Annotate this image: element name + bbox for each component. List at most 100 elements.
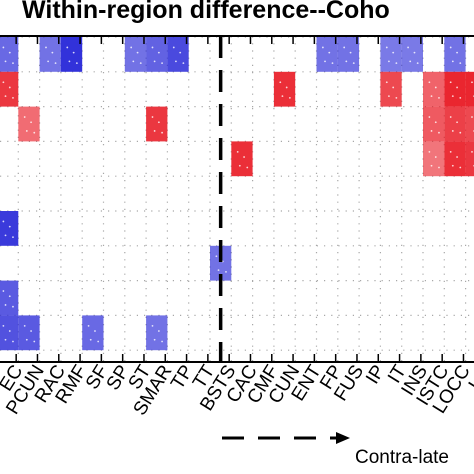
- cell-dot: [449, 150, 452, 153]
- heatmap-cell: [167, 37, 189, 72]
- plot-frame: [0, 35, 474, 363]
- cell-dot: [132, 60, 135, 63]
- cell-dot: [8, 51, 11, 54]
- heatmap-cell: [18, 106, 40, 142]
- chart-title: Within-region difference--Coho: [22, 0, 390, 24]
- cell-dot: [172, 46, 175, 49]
- heatmap-cell: [423, 106, 445, 142]
- cell-dot: [349, 51, 352, 54]
- cell-dot: [161, 131, 163, 134]
- cell-dot: [395, 97, 398, 99]
- cell-dot: [66, 46, 69, 49]
- cell-dot: [157, 51, 160, 54]
- cell-dot: [33, 340, 36, 343]
- cell-dot: [352, 62, 355, 64]
- cell-dot: [12, 97, 14, 99]
- cell-dot: [430, 164, 433, 167]
- cell-dot: [8, 330, 11, 332]
- cell-dot: [45, 46, 47, 49]
- cell-dot: [428, 116, 431, 118]
- cell-dot: [89, 338, 92, 341]
- cell-dot: [151, 116, 154, 118]
- cell-dot: [153, 130, 156, 132]
- cell-dot: [25, 338, 28, 341]
- cell-dot: [151, 46, 154, 49]
- cell-dot: [321, 46, 324, 49]
- cell-dot: [279, 81, 282, 84]
- cell-dot: [2, 290, 5, 292]
- cell-dot: [246, 166, 249, 169]
- cell-dot: [153, 60, 156, 63]
- heatmap-cell: [316, 37, 338, 72]
- cell-dot: [471, 81, 473, 84]
- cell-dot: [449, 81, 452, 84]
- x-tick-label: LO: [465, 362, 474, 395]
- cell-dot: [4, 95, 7, 98]
- heatmap-cell: [380, 71, 402, 107]
- heatmap-cell: [337, 37, 360, 72]
- cell-dot: [157, 121, 160, 124]
- cell-dot: [288, 97, 291, 99]
- cell-dot: [12, 340, 14, 343]
- cell-dot: [438, 131, 440, 134]
- cell-dot: [136, 51, 139, 54]
- heatmap-cell: [444, 141, 466, 177]
- cell-dot: [324, 60, 326, 63]
- cell-dot: [12, 305, 14, 308]
- cell-dot: [12, 62, 14, 64]
- cell-dot: [438, 166, 440, 169]
- cell-dot: [25, 130, 28, 132]
- cell-dot: [459, 62, 462, 64]
- heatmap-cell: [146, 315, 168, 351]
- cell-dot: [8, 86, 11, 89]
- cell-dot: [285, 86, 288, 89]
- heatmap-cell: [465, 106, 474, 142]
- cell-dot: [2, 81, 5, 84]
- cell-dot: [456, 86, 458, 89]
- heatmap-cell: [124, 37, 147, 72]
- cell-dot: [215, 255, 218, 258]
- grid-dots: [0, 36, 474, 362]
- heatmap-cell: [423, 141, 445, 177]
- heatmap-cell: [146, 106, 168, 142]
- cell-dot: [343, 46, 346, 49]
- cell-dot: [30, 121, 32, 124]
- cell-dot: [153, 338, 156, 341]
- arrow-head: [336, 432, 350, 444]
- cell-dot: [451, 130, 454, 132]
- cell-dot: [449, 116, 452, 118]
- contralateral-arrow: [222, 432, 350, 444]
- heatmap-cell: [465, 141, 474, 177]
- cell-dot: [97, 340, 100, 343]
- heatmap-cells: [0, 37, 474, 351]
- cell-dot: [331, 62, 334, 64]
- cell-dot: [416, 62, 419, 64]
- cell-dot: [459, 131, 462, 134]
- cell-dot: [236, 150, 239, 153]
- cell-dot: [4, 234, 7, 237]
- cell-dot: [434, 156, 437, 158]
- cell-dot: [4, 304, 7, 306]
- cell-dot: [434, 121, 437, 124]
- cell-dot: [281, 95, 284, 98]
- cell-dot: [182, 62, 185, 64]
- heatmap-cell: [146, 37, 168, 72]
- cell-dot: [451, 60, 454, 63]
- cell-dot: [428, 81, 431, 84]
- cell-dot: [456, 121, 458, 124]
- cell-dot: [430, 95, 433, 98]
- cell-dot: [428, 150, 431, 153]
- heatmap-cell: [444, 106, 466, 142]
- cell-dot: [217, 269, 220, 272]
- cell-dot: [2, 46, 5, 49]
- heatmap-cell: [0, 315, 19, 351]
- cell-dot: [471, 116, 473, 118]
- cell-dot: [8, 225, 11, 228]
- cell-dot: [130, 46, 133, 49]
- heatmap-cell: [0, 71, 19, 107]
- footer-label: Contra-late: [355, 447, 449, 468]
- cell-dot: [4, 60, 7, 63]
- cell-dot: [449, 46, 452, 49]
- cell-dot: [23, 116, 26, 118]
